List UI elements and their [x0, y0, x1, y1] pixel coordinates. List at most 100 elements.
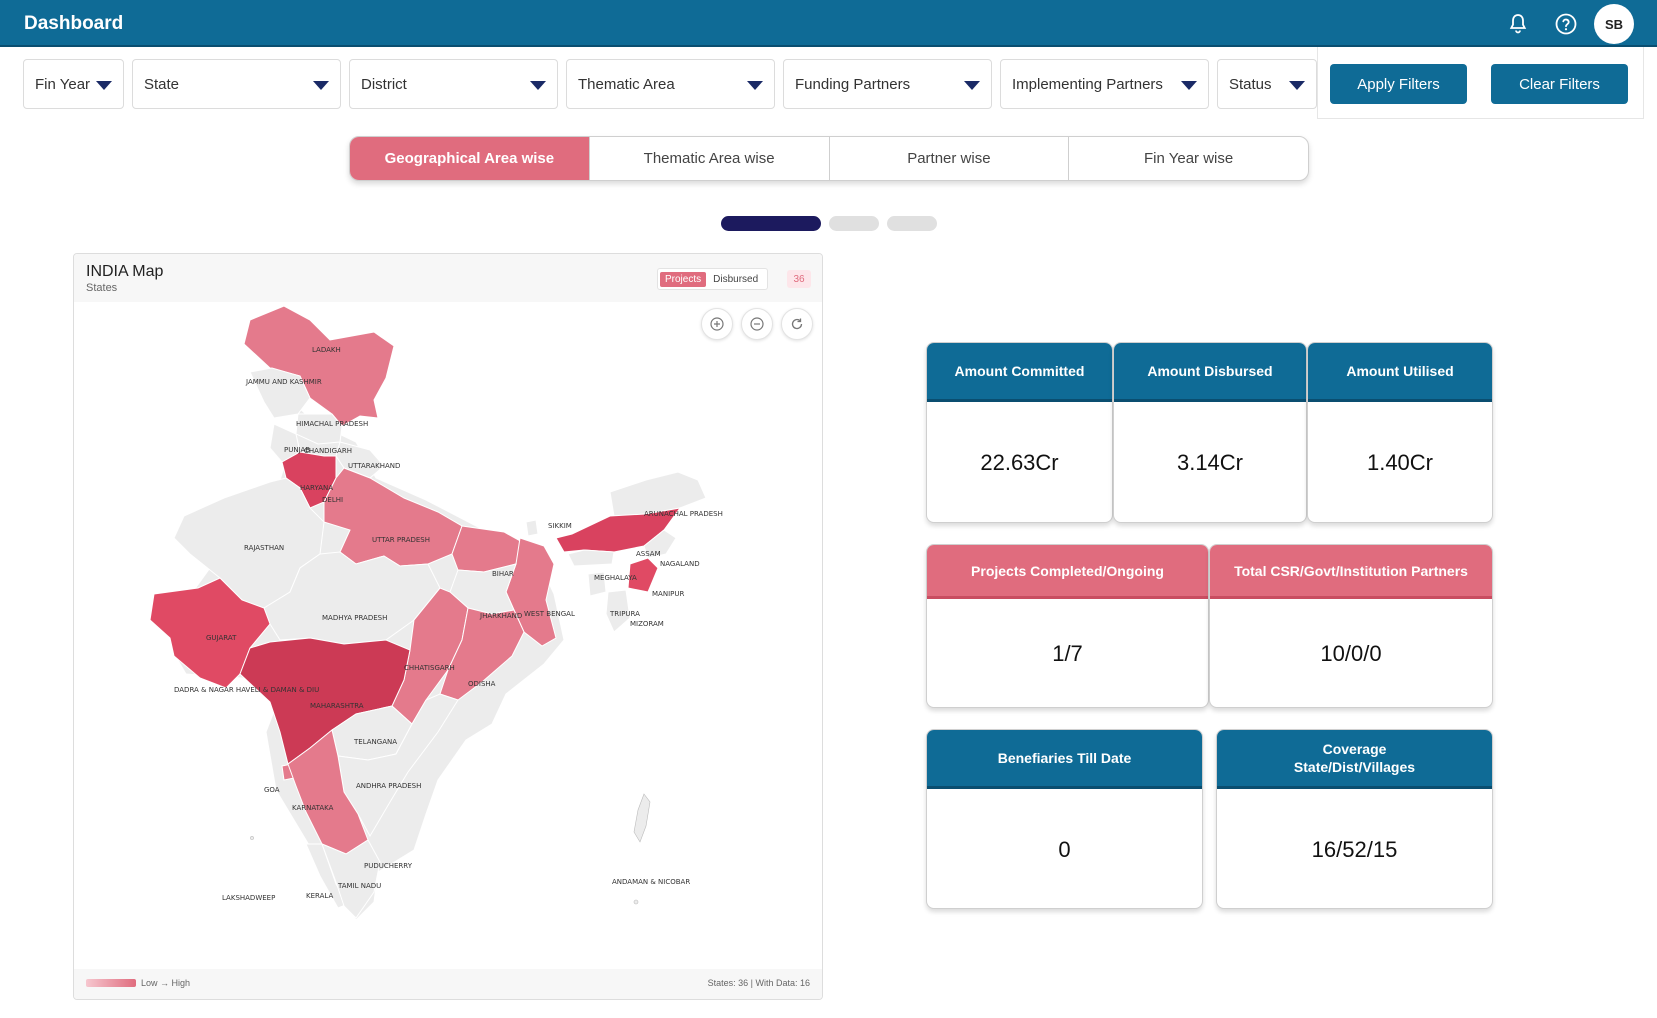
state-lakshadweep	[250, 836, 254, 840]
map-label: BIHAR	[492, 570, 514, 578]
caret-down-icon	[964, 81, 980, 90]
map-label: CHHATISGARH	[404, 664, 455, 672]
tab-partner[interactable]: Partner wise	[830, 137, 1070, 180]
state-nagaland	[643, 529, 677, 559]
card-partners: Total CSR/Govt/Institution Partners 10/0…	[1209, 544, 1493, 708]
state-andaman	[633, 793, 651, 843]
map-label: TAMIL NADU	[337, 882, 381, 890]
map-label: ODISHA	[468, 680, 496, 688]
count-badge: 36	[787, 270, 811, 288]
map-label: RAJASTHAN	[244, 544, 284, 552]
filter-district[interactable]: District	[349, 59, 558, 109]
card-header: Total CSR/Govt/Institution Partners	[1210, 545, 1492, 599]
zoom-in-button[interactable]	[701, 308, 733, 340]
map-label: GOA	[264, 786, 280, 794]
filter-implementing-partners[interactable]: Implementing Partners	[1000, 59, 1209, 109]
card-value: 22.63Cr	[980, 450, 1059, 475]
map-label: PUDUCHERRY	[364, 862, 413, 870]
apply-filters-button[interactable]: Apply Filters	[1330, 64, 1467, 104]
card-value: 1/7	[1052, 641, 1083, 666]
state-maharashtra	[239, 637, 411, 765]
carousel-dot-2[interactable]	[829, 216, 879, 231]
map-label: ASSAM	[636, 550, 661, 558]
map-label: MANIPUR	[652, 590, 684, 598]
clear-filters-button[interactable]: Clear Filters	[1491, 64, 1628, 104]
carousel-dot-3[interactable]	[887, 216, 937, 231]
filter-label: Thematic Area	[578, 75, 675, 93]
map-label: UTTAR PRADESH	[372, 536, 430, 544]
view-tabs: Geographical Area wise Thematic Area wis…	[349, 136, 1309, 181]
map-label: PUNJAB	[284, 446, 310, 454]
state-sikkim	[525, 519, 539, 537]
map-title: INDIA Map	[86, 263, 164, 280]
map-label: MADHYA PRADESH	[322, 614, 387, 622]
reset-zoom-button[interactable]	[781, 308, 813, 340]
card-header: Amount Disbursed	[1114, 343, 1306, 402]
map-label: NAGALAND	[660, 560, 700, 568]
legend-text: Low → High	[141, 978, 191, 988]
state-karnataka	[287, 729, 369, 855]
carousel-dot-1[interactable]	[721, 216, 821, 231]
card-header-line1: Coverage	[1322, 741, 1387, 757]
map-label: MEGHALAYA	[594, 574, 637, 582]
card-amount-utilised: Amount Utilised 1.40Cr	[1307, 342, 1493, 523]
card-header: Coverage State/Dist/Villages	[1217, 730, 1492, 789]
caret-down-icon	[96, 81, 112, 90]
india-map[interactable]: LADAKH JAMMU AND KASHMIR HIMACHAL PRADES…	[74, 302, 822, 969]
state-mizoram	[605, 589, 631, 633]
filter-funding-partners[interactable]: Funding Partners	[783, 59, 992, 109]
toggle-projects[interactable]: Projects	[660, 271, 707, 287]
card-amount-disbursed: Amount Disbursed 3.14Cr	[1113, 342, 1307, 523]
card-coverage: Coverage State/Dist/Villages 16/52/15	[1216, 729, 1493, 909]
state-up	[323, 467, 463, 567]
state-tn	[321, 839, 381, 919]
tab-fin-year[interactable]: Fin Year wise	[1144, 150, 1234, 167]
refresh-icon	[791, 318, 803, 330]
bell-icon[interactable]	[1506, 12, 1530, 36]
card-value: 1.40Cr	[1366, 450, 1434, 475]
filter-fin-year[interactable]: Fin Year	[23, 59, 124, 109]
toggle-disbursed[interactable]: Disbursed	[713, 273, 759, 285]
card-value: 3.14Cr	[1176, 450, 1244, 475]
tab-thematic-area[interactable]: Thematic Area wise	[590, 137, 830, 180]
top-header: Dashboard SB	[0, 0, 1657, 47]
card-header: Amount Utilised	[1308, 343, 1492, 402]
map-label: MIZORAM	[630, 620, 664, 628]
filter-label: Funding Partners	[795, 75, 911, 93]
state-odisha	[439, 607, 525, 701]
map-label: TRIPURA	[609, 610, 640, 618]
state-manipur	[627, 557, 659, 593]
map-label: JHARKHAND	[479, 612, 522, 620]
caret-down-icon	[747, 81, 763, 90]
map-label: ANDHRA PRADESH	[356, 782, 421, 790]
map-label: TELANGANA	[353, 738, 397, 746]
map-label: UTTARAKHAND	[348, 462, 400, 470]
map-label: ARUNACHAL PRADESH	[644, 510, 723, 518]
map-label: HIMACHAL PRADESH	[296, 420, 368, 428]
filter-state[interactable]: State	[132, 59, 341, 109]
filter-status[interactable]: Status	[1217, 59, 1317, 109]
map-subtitle: States	[86, 282, 118, 294]
user-avatar[interactable]: SB	[1594, 4, 1634, 44]
map-label: LAKSHADWEEP	[222, 894, 275, 902]
map-label: CHANDIGARH	[304, 447, 352, 455]
legend-gradient	[86, 979, 136, 987]
map-label: JAMMU AND KASHMIR	[245, 378, 322, 386]
filter-label: State	[144, 75, 180, 93]
zoom-out-icon	[750, 317, 764, 331]
help-icon[interactable]	[1554, 12, 1578, 36]
state-ap	[337, 693, 459, 838]
filter-thematic-area[interactable]: Thematic Area	[566, 59, 775, 109]
page-title: Dashboard	[24, 13, 124, 34]
zoom-out-button[interactable]	[741, 308, 773, 340]
map-stats: States: 36 | With Data: 16	[707, 978, 810, 988]
map-label: ANDAMAN & NICOBAR	[612, 878, 690, 886]
map-label: SIKKIM	[548, 522, 572, 530]
map-label: KARNATAKA	[292, 804, 334, 812]
map-header: INDIA Map States Projects Disbursed 36	[74, 254, 822, 302]
india-map-panel: INDIA Map States Projects Disbursed 36	[73, 253, 823, 1000]
tab-geographical-area[interactable]: Geographical Area wise	[350, 137, 590, 180]
state-andaman-south	[633, 899, 639, 905]
map-label: WEST BENGAL	[524, 610, 575, 618]
filter-label: Implementing Partners	[1012, 75, 1163, 93]
